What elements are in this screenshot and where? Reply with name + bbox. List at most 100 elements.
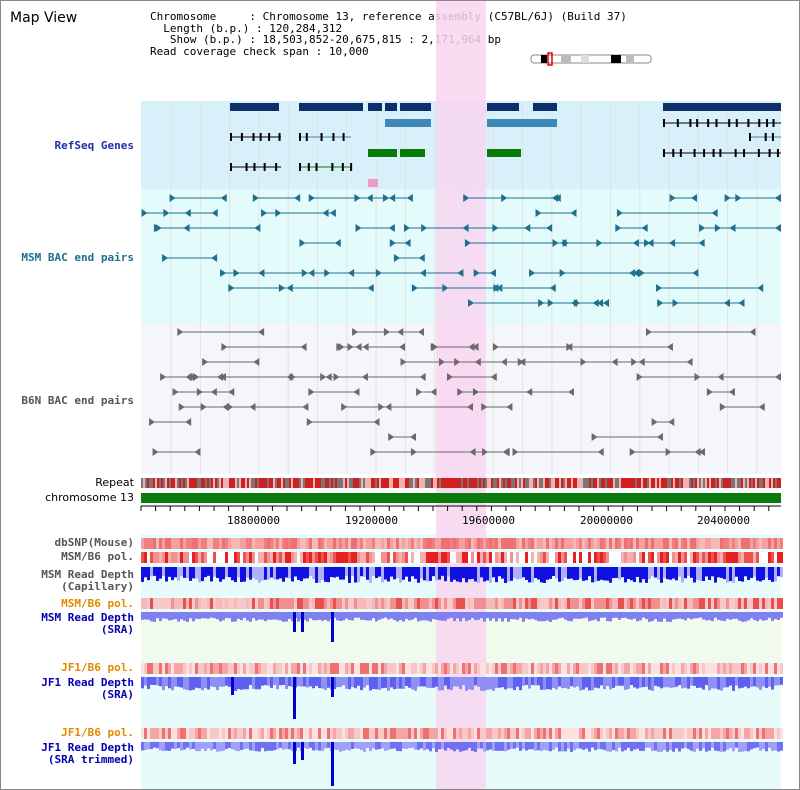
msm-sra-depth-bar xyxy=(549,612,552,622)
repeat-segment xyxy=(711,478,713,488)
repeat-segment xyxy=(743,478,745,488)
jf1-trimmed-depth-bar xyxy=(696,742,699,749)
dbsnp-segment xyxy=(522,538,525,549)
jf1-b6-pol-segment xyxy=(243,663,246,674)
repeat-segment xyxy=(629,478,631,488)
msm-b6-pol-segment xyxy=(765,598,768,609)
msm-capillary-depth-bar xyxy=(255,567,258,580)
jf1-sra-depth-bar xyxy=(633,677,636,688)
repeat-segment xyxy=(683,478,685,488)
jf1-b6-pol-segment xyxy=(606,728,609,739)
b6n-bac-pair-end xyxy=(306,418,313,426)
jf1-sra-depth-bar xyxy=(321,677,324,689)
jf1-trimmed-depth-bar xyxy=(735,742,738,748)
jf1-b6-pol-segment xyxy=(270,663,273,674)
msm-b6-pol-segment xyxy=(414,552,417,563)
msm-b6-pol-segment xyxy=(222,598,225,609)
jf1-sra-depth-bar xyxy=(777,677,780,686)
dbsnp-segment xyxy=(660,538,663,549)
jf1-b6-pol-segment xyxy=(753,663,756,674)
jf1-b6-pol-segment xyxy=(597,663,600,674)
repeat-segment xyxy=(709,478,711,488)
jf1-sra-depth-bar xyxy=(711,677,714,689)
msm-b6-pol-segment xyxy=(474,598,477,609)
jf1-sra-depth-bar xyxy=(318,677,321,689)
msm-sra-depth-bar xyxy=(468,612,471,620)
b6n-bac-pair-end xyxy=(665,448,672,456)
jf1-b6-pol-segment xyxy=(432,663,435,674)
msm-capillary-depth-bar xyxy=(726,567,729,583)
dbsnp-segment xyxy=(246,538,249,549)
dbsnp-segment xyxy=(366,538,369,549)
msm-capillary-depth-bar xyxy=(246,567,249,578)
jf1-b6-pol-segment xyxy=(150,728,153,739)
msm-b6-pol-segment xyxy=(261,552,264,563)
repeat-segment xyxy=(719,478,721,488)
jf1-b6-pol-segment xyxy=(681,663,684,674)
jf1-sra-depth-bar xyxy=(243,677,246,690)
msm-b6-pol-segment xyxy=(726,552,729,563)
refseq-gene-block xyxy=(663,103,781,111)
jf1-b6-pol-segment xyxy=(645,663,648,674)
msm-sra-depth-bar-spike xyxy=(301,612,304,632)
msm-b6-pol-segment xyxy=(492,598,495,609)
msm-sra-depth-bar xyxy=(426,612,429,621)
jf1-b6-pol-segment xyxy=(471,728,474,739)
track-label-msm-bac[interactable]: MSM BAC end pairs xyxy=(21,251,134,264)
msm-b6-pol-segment xyxy=(366,552,369,563)
jf1-b6-pol-segment xyxy=(492,663,495,674)
jf1-b6-pol-segment xyxy=(411,663,414,674)
b6n-bac-pair-end xyxy=(320,373,327,381)
refseq-exon xyxy=(734,149,737,157)
msm-b6-pol-segment xyxy=(747,552,750,563)
repeat-segment xyxy=(229,478,231,488)
jf1-b6-pol-segment xyxy=(393,728,396,739)
repeat-segment xyxy=(667,478,669,488)
repeat-segment xyxy=(381,478,383,488)
jf1-b6-pol-segment xyxy=(423,663,426,674)
jf1-trimmed-depth-bar xyxy=(468,742,471,748)
msm-b6-pol-segment xyxy=(216,598,219,609)
track-label-b6n-bac[interactable]: B6N BAC end pairs xyxy=(21,394,134,407)
dbsnp-segment xyxy=(483,538,486,549)
jf1-b6-pol-segment xyxy=(351,728,354,739)
dbsnp-segment xyxy=(765,538,768,549)
jf1-b6-pol-segment xyxy=(324,663,327,674)
msm-sra-depth-bar xyxy=(192,612,195,622)
msm-capillary-depth-bar xyxy=(645,567,648,583)
repeat-segment xyxy=(735,478,737,488)
b6n-bac-pair-end xyxy=(568,388,575,396)
msm-b6-pol-segment xyxy=(522,552,525,563)
jf1-sra-depth-bar xyxy=(366,677,369,686)
repeat-segment xyxy=(157,478,159,488)
repeat-segment xyxy=(461,478,463,488)
b6n-bac-pair-end xyxy=(300,343,307,351)
msm-bac-pair-end xyxy=(383,194,390,202)
jf1-sra-depth-bar xyxy=(624,677,627,690)
track-label-refseq[interactable]: RefSeq Genes xyxy=(54,139,134,152)
refseq-gene-block xyxy=(230,103,279,111)
msm-capillary-depth-bar xyxy=(489,567,492,583)
msm-b6-pol-segment xyxy=(144,598,147,609)
jf1-sra-depth-bar xyxy=(738,677,741,689)
jf1-b6-pol-segment xyxy=(513,663,516,674)
jf1-b6-pol-segment xyxy=(504,728,507,739)
jf1-sra-depth-bar xyxy=(210,677,213,687)
jf1-b6-pol-segment xyxy=(510,728,513,739)
jf1-b6-pol-segment xyxy=(291,663,294,674)
msm-b6-pol-segment xyxy=(759,552,762,563)
msm-sra-depth-bar xyxy=(447,612,450,619)
msm-b6-pol-segment xyxy=(669,552,672,563)
msm-b6-pol-segment xyxy=(264,552,267,563)
msm-b6-pol-segment xyxy=(531,552,534,563)
jf1-b6-pol-segment xyxy=(405,663,408,674)
repeat-segment xyxy=(585,478,587,488)
msm-capillary-depth-bar xyxy=(672,567,675,579)
msm-b6-pol-segment xyxy=(387,552,390,563)
msm-sra-depth-bar xyxy=(198,612,201,620)
refseq-gene-block xyxy=(487,119,557,127)
dbsnp-segment xyxy=(744,538,747,549)
jf1-sra-depth-bar xyxy=(660,677,663,689)
msm-sra-depth-bar xyxy=(396,612,399,622)
